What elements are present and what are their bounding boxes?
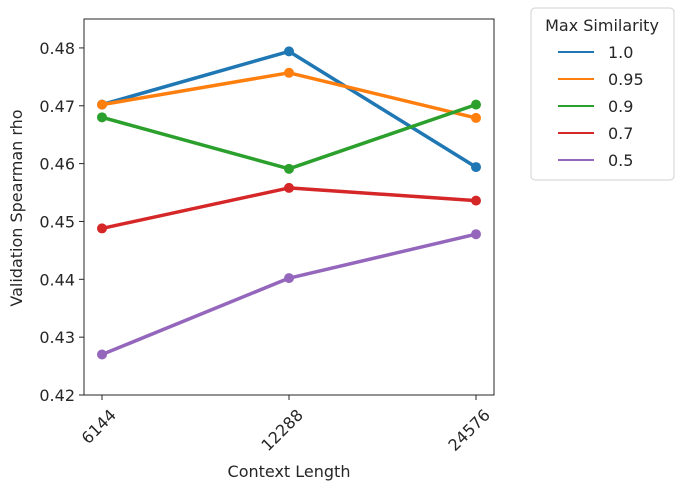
y-tick-label: 0.42 — [39, 386, 75, 405]
y-tick-label: 0.48 — [39, 39, 75, 58]
x-tick-label: 6144 — [78, 405, 120, 447]
y-tick-label: 0.43 — [39, 328, 75, 347]
legend-label: 1.0 — [608, 43, 633, 62]
y-tick-label: 0.47 — [39, 97, 75, 116]
series-0.9 — [97, 99, 481, 174]
legend-label: 0.95 — [608, 70, 644, 89]
data-point — [97, 99, 107, 110]
legend-item-1.0: 1.0 — [558, 43, 633, 62]
data-point — [284, 46, 294, 57]
legend: Max Similarity 1.0 0.95 0.9 0.7 0.5 — [530, 7, 675, 181]
legend-item-0.7: 0.7 — [558, 124, 633, 143]
data-point — [284, 182, 294, 193]
data-point — [471, 162, 481, 173]
data-point — [471, 229, 481, 240]
series-0.5 — [97, 229, 481, 360]
x-axis-title: Context Length — [228, 462, 351, 481]
legend-label: 0.5 — [608, 151, 633, 170]
y-tick-label: 0.44 — [39, 270, 75, 289]
series-0.95 — [97, 67, 481, 123]
data-point — [471, 99, 481, 110]
data-point — [97, 112, 107, 123]
legend-item-0.5: 0.5 — [558, 151, 633, 170]
legend-label: 0.7 — [608, 124, 633, 143]
legend-item-0.9: 0.9 — [558, 97, 633, 116]
data-point — [471, 112, 481, 123]
data-point — [97, 223, 107, 234]
y-tick-label: 0.45 — [39, 212, 75, 231]
data-point — [284, 163, 294, 174]
series-0.7 — [97, 182, 481, 234]
legend-title: Max Similarity — [545, 16, 659, 35]
x-tick-label: 12288 — [257, 405, 306, 454]
y-tick-label: 0.46 — [39, 155, 75, 174]
x-tick-label: 24576 — [444, 405, 493, 454]
y-axis-title: Validation Spearman rho — [7, 109, 26, 306]
legend-label: 0.9 — [608, 97, 633, 116]
data-point — [284, 273, 294, 284]
data-point — [471, 195, 481, 206]
data-point — [97, 349, 107, 360]
series-layer — [97, 46, 481, 360]
data-point — [284, 67, 294, 78]
legend-item-0.95: 0.95 — [558, 70, 644, 89]
